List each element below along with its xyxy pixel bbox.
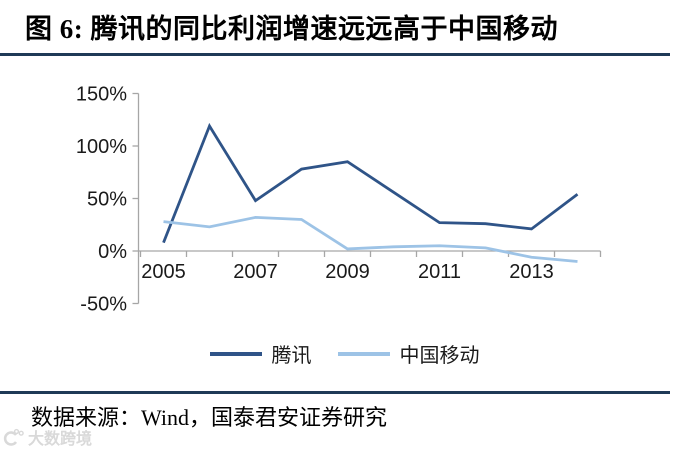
- legend-item-tencent: 腾讯: [209, 339, 312, 368]
- x-tick-label: 2011: [418, 261, 461, 283]
- line-chart: 150% 100% 50% 0% -50% 2005 2007 2009 2011 2013: [76, 84, 602, 316]
- watermark-text: 大数跨境: [28, 431, 93, 448]
- china-mobile-line-swatch: [337, 351, 390, 356]
- chart-legend: 腾讯 中国移动: [0, 339, 689, 368]
- x-tick-label: 2005: [141, 261, 186, 283]
- legend-label-tencent: 腾讯: [271, 345, 312, 367]
- x-tick-label: 2007: [233, 261, 278, 283]
- footer-divider: [0, 391, 670, 394]
- y-tick-label: 0%: [98, 241, 127, 263]
- chart-area: 150% 100% 50% 0% -50% 2005 2007 2009 2011 2013: [0, 60, 689, 316]
- watermark-logo-icon: [3, 428, 24, 446]
- figure-title: 图 6: 腾讯的同比利润增速远远高于中国移动: [25, 14, 558, 44]
- tencent-line-swatch: [209, 351, 262, 356]
- y-tick-label: -50%: [80, 294, 127, 313]
- source-note: 数据来源：Wind，国泰君安证券研究: [31, 405, 387, 430]
- y-tick-label: 50%: [87, 189, 127, 211]
- legend-item-china-mobile: 中国移动: [337, 339, 480, 368]
- y-tick-label: 150%: [76, 84, 127, 106]
- title-divider: [0, 53, 670, 56]
- x-tick-label: 2013: [509, 261, 554, 283]
- x-tick-label: 2009: [325, 261, 370, 283]
- y-tick-label: 100%: [76, 136, 127, 158]
- china-mobile-line: [163, 215, 578, 263]
- watermark: 大数跨境: [2, 425, 92, 449]
- legend-label-china-mobile: 中国移动: [399, 345, 480, 367]
- tencent-line: [162, 122, 579, 244]
